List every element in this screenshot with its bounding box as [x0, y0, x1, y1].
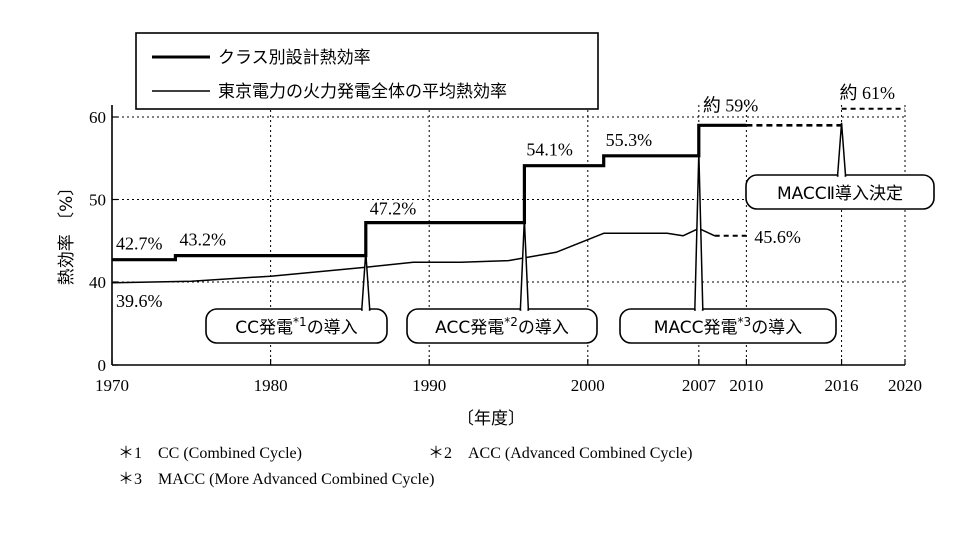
- value-label-8: 39.6%: [116, 291, 163, 311]
- value-label-0: 42.7%: [116, 234, 163, 254]
- y-tick-label-60: 60: [89, 108, 106, 127]
- footnote-3: ＊3 MACC (More Advanced Combined Cycle): [118, 471, 434, 488]
- value-label-6: 約 61%: [840, 83, 896, 103]
- x-tick-label-1990: 1990: [412, 376, 446, 395]
- footnote-1: ＊1 CC (Combined Cycle): [118, 445, 302, 462]
- footnotes: ＊1 CC (Combined Cycle) ＊2 ACC (Advanced …: [118, 445, 692, 488]
- series: [111, 107, 905, 284]
- callout-label-0: CC発電*1の導入: [235, 315, 357, 338]
- callout-pointer-3: [836, 122, 847, 177]
- callout-pointer-0: [360, 252, 371, 311]
- callout-label-3: MACCⅡ導入決定: [777, 184, 903, 204]
- legend-box: [135, 32, 599, 110]
- y-tick-label-0: 0: [98, 356, 107, 375]
- callout-box-2: [619, 308, 837, 344]
- footnote-2: ＊2 ACC (Advanced Combined Cycle): [428, 445, 692, 462]
- x-tick-label-2016: 2016: [825, 376, 859, 395]
- legend: クラス別設計熱効率 東京電力の火力発電全体の平均熱効率: [135, 32, 599, 110]
- y-tick-label-50: 50: [89, 191, 106, 210]
- x-tick-label-2020: 2020: [888, 376, 922, 395]
- value-label-4: 55.3%: [606, 130, 653, 150]
- callout-box-0: [205, 308, 388, 344]
- legend-label-average: 東京電力の火力発電全体の平均熱効率: [218, 82, 507, 102]
- legend-label-design: クラス別設計熱効率: [218, 48, 371, 68]
- value-label-2: 47.2%: [370, 199, 417, 219]
- series-average-line: [111, 227, 716, 284]
- axes: 0 40 50 60 1970 1980 1990 2000 2007 2010 2016 2020: [89, 105, 922, 395]
- value-label-5: 約 59%: [703, 95, 759, 115]
- value-label-3: 54.1%: [526, 140, 573, 160]
- callout-label-1: ACC発電*2の導入: [435, 315, 569, 338]
- series-design-line: [112, 123, 747, 262]
- y-tick-label-40: 40: [89, 273, 106, 292]
- x-tick-label-2000: 2000: [571, 376, 605, 395]
- x-tick-label-2007: 2007: [682, 376, 717, 395]
- y-axis-title: 熱効率 〔%〕: [57, 179, 77, 286]
- x-tick-label-1980: 1980: [254, 376, 288, 395]
- x-axis-title: 〔年度〕: [457, 409, 525, 429]
- callout-label-2: MACC発電*3の導入: [654, 315, 802, 338]
- callout-pointer-2: [694, 152, 704, 311]
- x-tick-label-2010: 2010: [729, 376, 763, 395]
- callout-pointer-1: [519, 219, 530, 311]
- value-label-1: 43.2%: [179, 230, 226, 250]
- value-label-7: 45.6%: [754, 227, 801, 247]
- annotations: 42.7% 43.2% 47.2% 54.1% 55.3% 約 59% 約 61% 45.6%…: [116, 83, 935, 344]
- x-tick-label-1970: 1970: [95, 376, 129, 395]
- callout-box-1: [406, 308, 598, 344]
